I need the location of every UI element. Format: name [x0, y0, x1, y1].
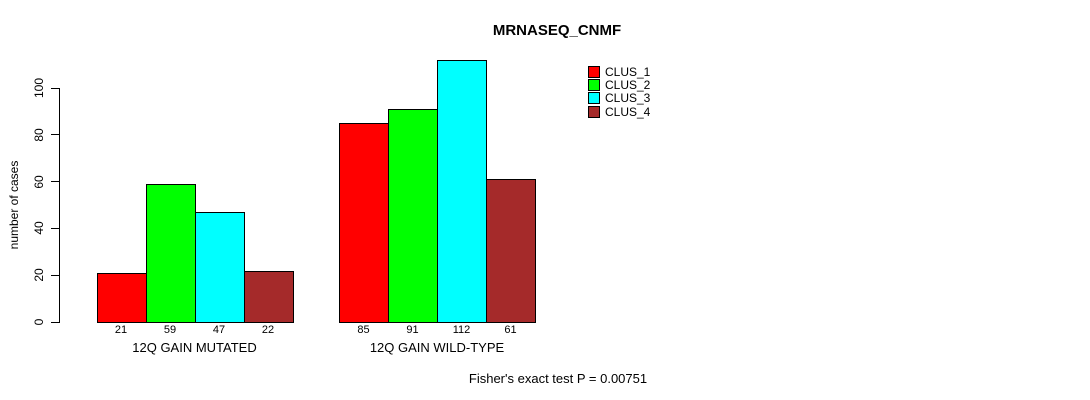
y-tick-mark	[51, 87, 59, 89]
y-tick-label: 0	[32, 318, 46, 326]
bar-clus_4-group1	[243, 271, 294, 323]
legend-swatch-icon	[588, 65, 600, 78]
bar-value-label: 112	[452, 324, 471, 336]
bar-value-label: 61	[504, 324, 517, 336]
y-tick-mark	[51, 274, 59, 276]
legend: CLUS_1 CLUS_2 CLUS_3 CLUS_4	[588, 65, 650, 119]
y-axis-label: number of cases	[7, 160, 21, 250]
bar-clus_1-group2	[339, 123, 389, 323]
y-tick-label: 100	[32, 77, 46, 99]
legend-item-clus_1: CLUS_1	[588, 64, 651, 79]
bar-value-label: 47	[212, 324, 226, 336]
legend-label: CLUS_2	[605, 78, 651, 93]
bar-clus_3-group1	[194, 212, 245, 323]
y-tick-mark	[51, 134, 59, 136]
y-tick-mark	[51, 321, 59, 323]
y-tick-label: 80	[32, 128, 46, 142]
fisher-test-annotation: Fisher's exact test P = 0.00751	[468, 371, 648, 386]
bar-clus_4-group2	[486, 179, 536, 323]
y-axis	[59, 88, 60, 323]
y-tick-label: 60	[32, 174, 46, 189]
bar-value-label: 85	[357, 324, 370, 336]
legend-label: CLUS_1	[605, 64, 651, 79]
legend-swatch-icon	[588, 105, 600, 118]
legend-item-clus_2: CLUS_2	[588, 78, 651, 93]
y-tick-label: 40	[32, 221, 46, 236]
bar-clus_1-group1	[96, 273, 147, 323]
legend-label: CLUS_4	[605, 104, 651, 119]
bar-clus_3-group2	[437, 60, 487, 323]
legend-swatch-icon	[588, 92, 600, 105]
bar-value-label: 59	[163, 324, 177, 336]
chart-title: MRNASEQ_CNMF	[492, 22, 622, 39]
y-tick-mark	[51, 181, 59, 183]
legend-swatch-icon	[588, 79, 600, 92]
group-label: 12Q GAIN MUTATED	[132, 340, 257, 355]
bar-clus_2-group2	[388, 109, 438, 323]
bar-value-label: 22	[261, 324, 275, 336]
legend-item-clus_3: CLUS_3	[588, 91, 651, 106]
group-label: 12Q GAIN WILD-TYPE	[369, 340, 505, 355]
legend-label: CLUS_3	[605, 91, 651, 106]
bar-value-label: 21	[114, 324, 128, 336]
y-tick-mark	[51, 227, 59, 229]
bar-value-label: 91	[406, 324, 419, 336]
bar-clus_2-group1	[145, 184, 196, 323]
y-tick-label: 20	[32, 268, 46, 282]
legend-item-clus_4: CLUS_4	[588, 104, 651, 119]
